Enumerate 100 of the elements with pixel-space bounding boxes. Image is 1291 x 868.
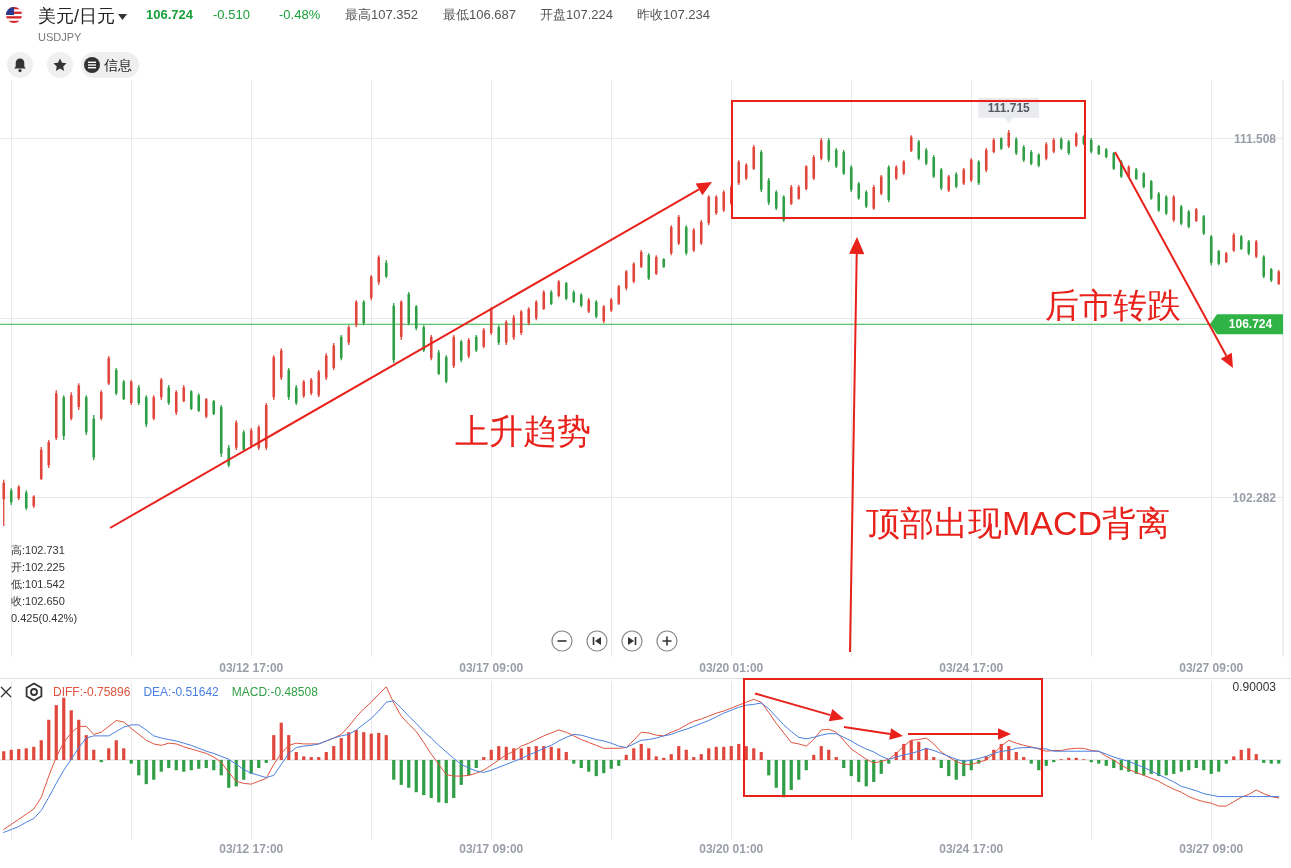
bar — [324, 751, 328, 760]
bar — [789, 760, 793, 790]
bar — [729, 746, 733, 760]
bar — [624, 754, 628, 760]
candlestick — [362, 299, 366, 326]
candlestick — [422, 324, 426, 353]
candlestick — [24, 489, 28, 511]
candlestick — [984, 147, 988, 173]
bar — [699, 754, 703, 760]
bar — [1239, 749, 1243, 760]
bar — [572, 760, 576, 764]
candlestick — [317, 369, 321, 398]
candlestick — [437, 349, 441, 376]
bar — [692, 757, 696, 760]
bar — [684, 749, 688, 760]
bar — [1202, 760, 1206, 771]
annotation: 上升趋势 — [455, 412, 591, 452]
candlestick — [294, 384, 298, 406]
text: 106.724 — [146, 6, 193, 23]
bar — [332, 746, 336, 760]
bar — [1254, 754, 1258, 760]
bar — [1179, 760, 1183, 772]
bar — [827, 749, 831, 760]
bar — [549, 746, 553, 760]
bar — [564, 751, 568, 760]
bar — [39, 740, 43, 760]
bar — [294, 751, 298, 760]
x-tick-label: 03/20 01:00 — [699, 660, 764, 675]
text: 昨收107.234 — [637, 6, 710, 23]
bar — [939, 760, 943, 769]
annotation: 0.90003 — [1232, 680, 1276, 695]
bar — [632, 748, 636, 760]
bar — [842, 760, 846, 769]
candlestick — [257, 424, 261, 451]
candlestick — [1232, 232, 1236, 253]
candlestick — [789, 184, 793, 206]
bar — [474, 760, 478, 769]
candlestick — [197, 392, 201, 413]
bar — [1029, 760, 1033, 764]
bar — [669, 754, 673, 760]
bar — [759, 751, 763, 760]
bar — [609, 760, 613, 769]
candlestick — [189, 389, 193, 411]
bar — [429, 760, 433, 799]
candlestick — [204, 397, 208, 419]
candlestick — [47, 439, 51, 469]
x-tick-label: 03/27 09:00 — [1179, 660, 1244, 675]
candlestick — [347, 324, 351, 346]
bar — [9, 749, 13, 760]
bar — [272, 735, 276, 760]
bar — [17, 749, 21, 760]
candlestick — [1164, 194, 1168, 216]
bar — [122, 748, 126, 760]
text: 最高107.352 — [345, 6, 418, 23]
candlestick — [722, 189, 726, 213]
candlestick — [324, 352, 328, 381]
text: 最低106.687 — [443, 6, 516, 23]
annotation: 顶部出现MACD背离 — [866, 504, 1171, 544]
bar — [654, 756, 658, 760]
bar — [1209, 760, 1213, 774]
candlestick — [129, 379, 133, 406]
candlestick — [167, 384, 171, 406]
bar — [1224, 760, 1228, 764]
bar — [602, 760, 606, 774]
bar — [752, 748, 756, 760]
bar — [1022, 757, 1026, 760]
candlestick — [624, 269, 628, 291]
x-tick-label: 03/17 09:00 — [459, 841, 524, 856]
bar — [579, 760, 583, 769]
candlestick — [699, 219, 703, 246]
candlestick — [114, 367, 118, 396]
candlestick — [977, 159, 981, 186]
candlestick — [122, 379, 126, 401]
bar — [737, 743, 741, 760]
bar — [932, 757, 936, 760]
bar — [197, 760, 201, 769]
bar — [1232, 756, 1236, 760]
bar — [189, 760, 193, 771]
candlestick — [782, 194, 786, 223]
bar — [707, 748, 711, 760]
candlestick — [227, 444, 231, 468]
bar — [2, 751, 6, 760]
candlestick — [804, 164, 808, 191]
bar — [144, 760, 148, 785]
candlestick — [647, 252, 651, 281]
bar — [369, 733, 373, 760]
bar — [92, 749, 96, 760]
bar — [1247, 748, 1251, 760]
bar — [1269, 760, 1273, 764]
bar — [587, 760, 591, 772]
candlestick — [849, 164, 853, 193]
candlestick — [332, 342, 336, 371]
bar — [804, 760, 808, 771]
candlestick — [69, 391, 73, 421]
candlestick — [602, 304, 606, 324]
annotation: 高:102.731 — [11, 543, 65, 557]
candlestick — [519, 309, 523, 336]
text: -0.510 — [213, 6, 250, 23]
candlestick — [512, 314, 516, 341]
candlestick — [542, 289, 546, 311]
